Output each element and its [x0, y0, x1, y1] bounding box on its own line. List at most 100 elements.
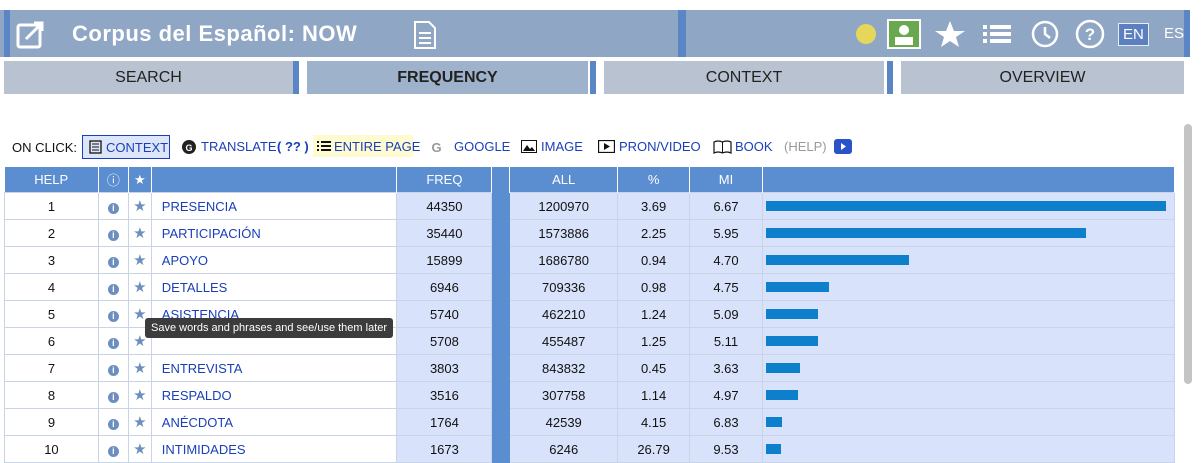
row-star-cell[interactable]: ★	[127, 408, 152, 436]
mi-value: 4.70	[689, 246, 763, 274]
info-icon[interactable]: i	[107, 283, 119, 295]
star-icon[interactable]: ★	[133, 198, 147, 215]
word-link[interactable]: DETALLES	[150, 273, 398, 301]
list-icon[interactable]	[981, 19, 1013, 49]
word-link[interactable]: APOYO	[150, 246, 398, 274]
help-column-header[interactable]: HELP	[4, 167, 99, 193]
tab-search[interactable]: SEARCH	[4, 61, 293, 94]
info-icon[interactable]: i	[107, 202, 119, 214]
percent-value: 26.79	[617, 435, 691, 463]
bar-cell	[761, 354, 1176, 382]
svg-text:G: G	[185, 143, 192, 153]
tab-context[interactable]: CONTEXT	[604, 61, 884, 94]
row-info-cell[interactable]: i	[97, 435, 129, 463]
info-icon[interactable]: i	[107, 391, 119, 403]
star-icon[interactable]: ★	[133, 387, 147, 404]
word-link[interactable]: RESPALDO	[150, 381, 398, 409]
history-clock-icon[interactable]	[1028, 19, 1060, 49]
external-link-icon[interactable]	[16, 19, 46, 49]
table-row[interactable]: 10 i ★ INTIMIDADES 1673 6246 26.79 9.53	[4, 435, 1176, 463]
save-words-tooltip: Save words and phrases and see/use them …	[145, 318, 394, 338]
table-row[interactable]: 4 i ★ DETALLES 6946 709336 0.98 4.75	[4, 273, 1176, 301]
row-info-cell[interactable]: i	[97, 381, 129, 409]
play-video-icon[interactable]	[834, 139, 852, 154]
tab-frequency[interactable]: FREQUENCY	[307, 61, 588, 94]
table-row[interactable]: 3 i ★ APOYO 15899 1686780 0.94 4.70	[4, 246, 1176, 274]
favorites-star-icon[interactable]	[934, 19, 966, 49]
star-icon[interactable]: ★	[133, 279, 147, 296]
word-link[interactable]: ENTREVISTA	[150, 354, 398, 382]
translate-option[interactable]: TRANSLATE	[201, 139, 277, 154]
word-link[interactable]: PRESENCIA	[150, 192, 398, 220]
info-icon[interactable]: i	[107, 418, 119, 430]
user-profile-icon[interactable]	[887, 19, 921, 49]
star-icon[interactable]: ★	[133, 306, 147, 323]
row-info-cell[interactable]: i	[97, 246, 129, 274]
row-star-cell[interactable]: ★	[127, 192, 152, 220]
star-icon[interactable]: ★	[133, 360, 147, 377]
info-icon[interactable]: i	[107, 364, 119, 376]
row-star-cell[interactable]: ★	[127, 381, 152, 409]
mi-column-header[interactable]: MI	[689, 167, 763, 193]
gap-cell	[491, 273, 511, 301]
row-info-cell[interactable]: i	[97, 219, 129, 247]
table-row[interactable]: 9 i ★ ANÉCDOTA 1764 42539 4.15 6.83	[4, 408, 1176, 436]
help-icon[interactable]: ?	[1073, 19, 1107, 49]
row-star-cell[interactable]: ★	[127, 219, 152, 247]
context-option-button[interactable]: CONTEXT	[82, 135, 170, 159]
table-row[interactable]: 1 i ★ PRESENCIA 44350 1200970 3.69 6.67	[4, 192, 1176, 220]
table-row[interactable]: 8 i ★ RESPALDO 3516 307758 1.14 4.97	[4, 381, 1176, 409]
tab-separator	[590, 61, 596, 94]
row-number: 6	[4, 327, 99, 355]
info-icon[interactable]: i	[107, 310, 119, 322]
word-link[interactable]: INTIMIDADES	[150, 435, 398, 463]
row-star-cell[interactable]: ★	[127, 354, 152, 382]
header-accent-mid	[678, 10, 686, 57]
all-column-header[interactable]: ALL	[509, 167, 619, 193]
document-icon[interactable]	[412, 20, 438, 50]
word-link[interactable]: ANÉCDOTA	[150, 408, 398, 436]
star-icon[interactable]: ★	[133, 252, 147, 269]
star-icon[interactable]: ★	[133, 333, 147, 350]
star-column-header[interactable]: ★	[128, 167, 152, 193]
percent-value: 2.25	[617, 219, 691, 247]
mi-value: 5.09	[689, 300, 763, 328]
table-row[interactable]: 2 i ★ PARTICIPACIÓN 35440 1573886 2.25 5.95	[4, 219, 1176, 247]
table-row[interactable]: 7 i ★ ENTREVISTA 3803 843832 0.45 3.63	[4, 354, 1176, 382]
pron-video-option[interactable]: PRON/VIDEO	[619, 139, 701, 154]
lang-en-button[interactable]: EN	[1118, 23, 1149, 46]
freq-column-header[interactable]: FREQ	[396, 167, 493, 193]
percent-value: 1.24	[617, 300, 691, 328]
row-info-cell[interactable]: i	[97, 300, 129, 328]
row-star-cell[interactable]: ★	[127, 246, 152, 274]
row-star-cell[interactable]: ★	[127, 435, 152, 463]
row-info-cell[interactable]: i	[97, 408, 129, 436]
help-link[interactable]: (HELP)	[784, 139, 827, 154]
star-icon[interactable]: ★	[133, 414, 147, 431]
info-icon[interactable]: i	[107, 229, 119, 241]
row-info-cell[interactable]: i	[97, 354, 129, 382]
percent-column-header[interactable]: %	[617, 167, 691, 193]
row-number: 4	[4, 273, 99, 301]
app-header: Corpus del Español: NOW ? EN ES	[0, 10, 1190, 57]
scrollbar[interactable]	[1184, 124, 1192, 384]
status-dot-icon[interactable]	[853, 19, 879, 49]
word-link[interactable]: PARTICIPACIÓN	[150, 219, 398, 247]
info-icon[interactable]: i	[107, 256, 119, 268]
row-info-cell[interactable]: i	[97, 192, 129, 220]
percent-value: 1.25	[617, 327, 691, 355]
info-icon[interactable]: i	[107, 337, 119, 349]
lang-es-button[interactable]: ES	[1164, 25, 1185, 42]
info-column-header[interactable]: ⓘ	[98, 167, 129, 193]
row-info-cell[interactable]: i	[97, 273, 129, 301]
star-icon[interactable]: ★	[133, 225, 147, 242]
info-icon[interactable]: i	[107, 445, 119, 457]
book-option[interactable]: BOOK	[735, 139, 773, 154]
row-star-cell[interactable]: ★	[127, 273, 152, 301]
translate-extra-link[interactable]: ( ?? )	[277, 139, 309, 154]
google-option[interactable]: GOOGLE	[454, 139, 511, 154]
image-option[interactable]: IMAGE	[541, 139, 583, 154]
row-info-cell[interactable]: i	[97, 327, 129, 355]
tab-overview[interactable]: OVERVIEW	[901, 61, 1184, 94]
entire-page-option[interactable]: ENTIRE PAGE	[313, 135, 420, 157]
